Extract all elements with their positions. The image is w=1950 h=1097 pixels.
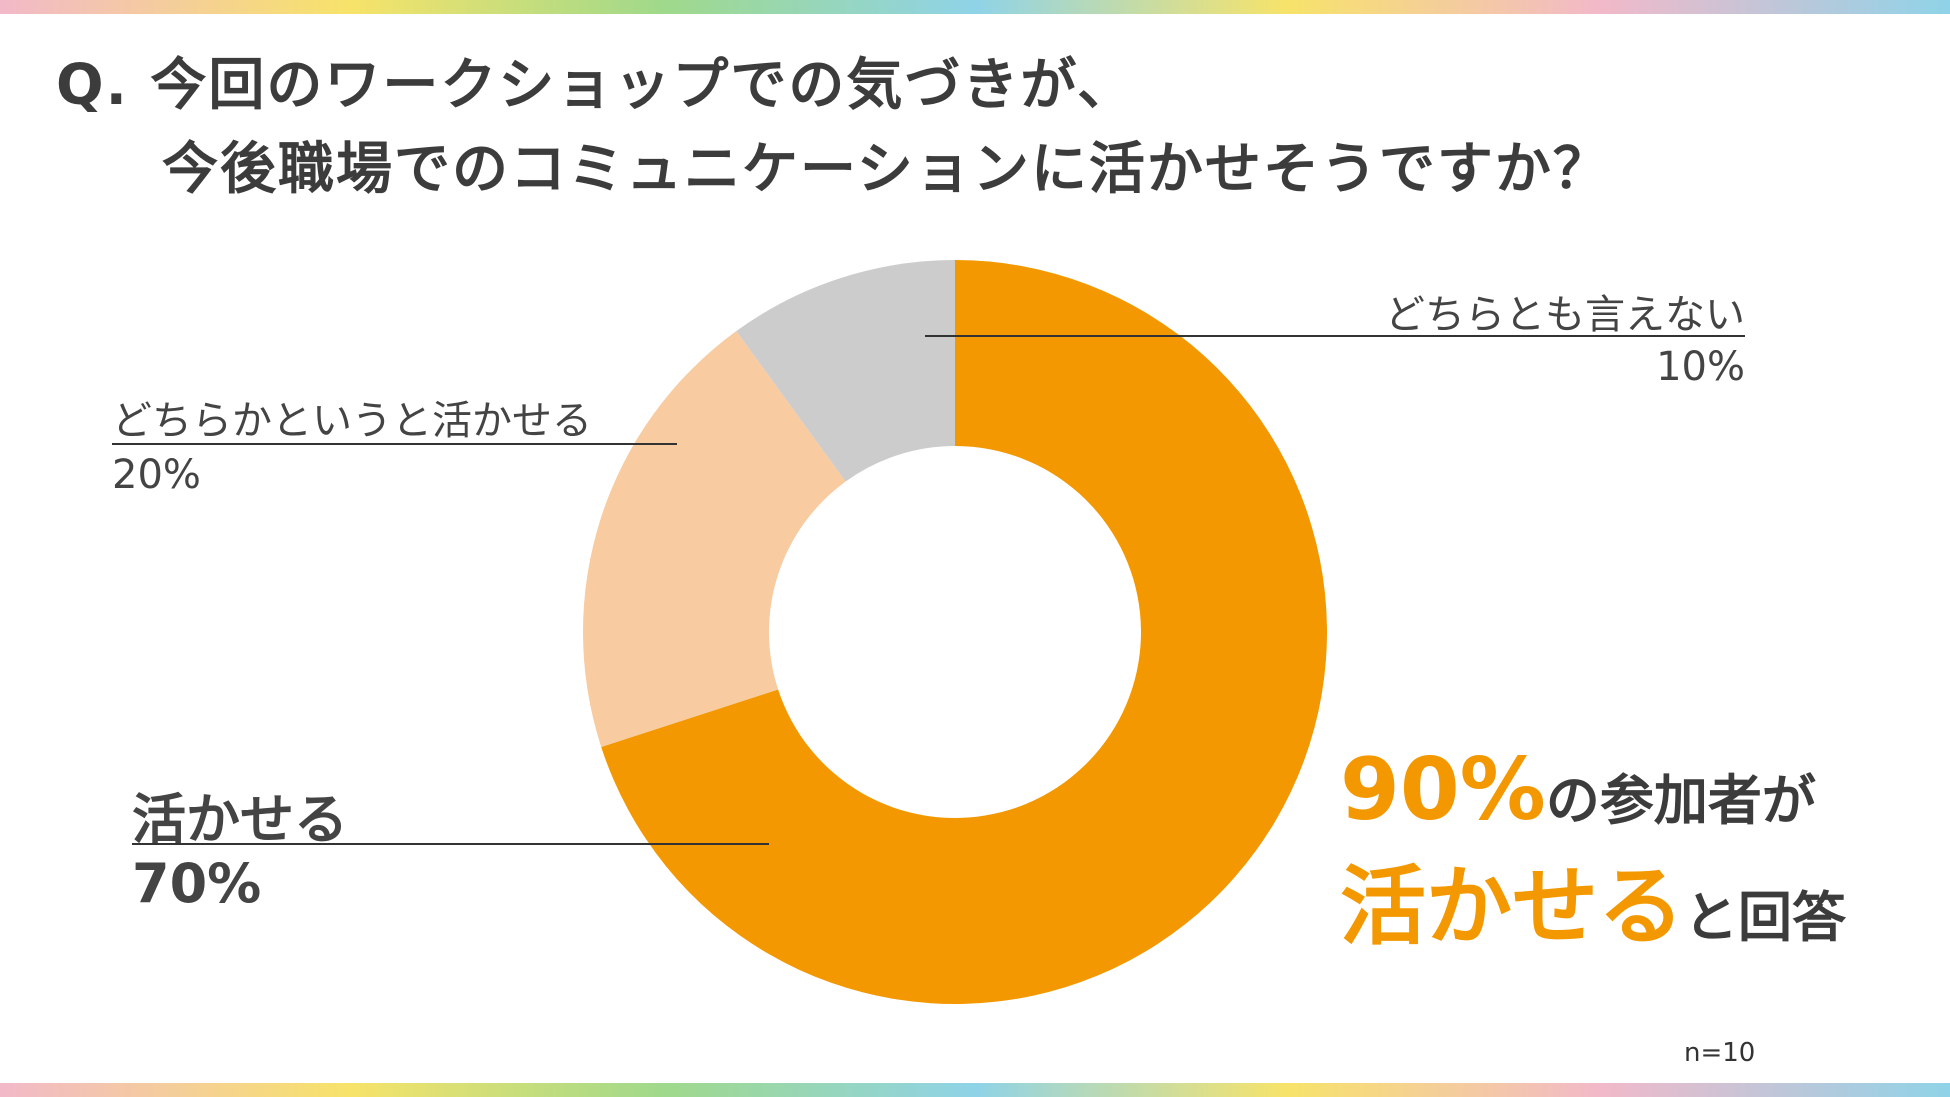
slice-value-somewhat: 20%: [112, 452, 201, 498]
callout-percentage: 90%: [1340, 740, 1546, 840]
callout-highlight: 活かせる: [1340, 857, 1684, 957]
callout-text-answered: と回答: [1684, 886, 1846, 949]
summary-callout: 90%の参加者が 活かせると回答: [1340, 740, 1846, 961]
donut-slice-somewhat: [582, 331, 846, 747]
slice-label-yes: 活かせる: [132, 788, 348, 851]
leader-line-neutral: [925, 335, 1745, 337]
sample-size-label: n=10: [1684, 1038, 1756, 1068]
leader-line-somewhat: [112, 443, 677, 445]
question-line-1: Q. 今回のワークショップでの気づきが、: [56, 53, 1136, 118]
leader-line-yes: [132, 843, 769, 845]
callout-text-participants: の参加者が: [1545, 769, 1816, 832]
slice-label-neutral: どちらとも言えない: [1385, 292, 1745, 338]
question-title: Q. 今回のワークショップでの気づきが、 今後職場でのコミュニケーションに活かせ…: [56, 44, 1611, 212]
slice-value-neutral: 10%: [1656, 344, 1745, 390]
slice-value-yes: 70%: [132, 852, 262, 915]
donut-slice-neutral: [736, 260, 955, 482]
question-line-2: 今後職場でのコミュニケーションに活かせそうですか？: [162, 137, 1611, 202]
bottom-decorative-stripe: [0, 1083, 1950, 1097]
slice-label-somewhat: どちらかというと活かせる: [112, 398, 592, 444]
donut-slice-yes: [601, 260, 1328, 1005]
top-decorative-stripe: [0, 0, 1950, 14]
